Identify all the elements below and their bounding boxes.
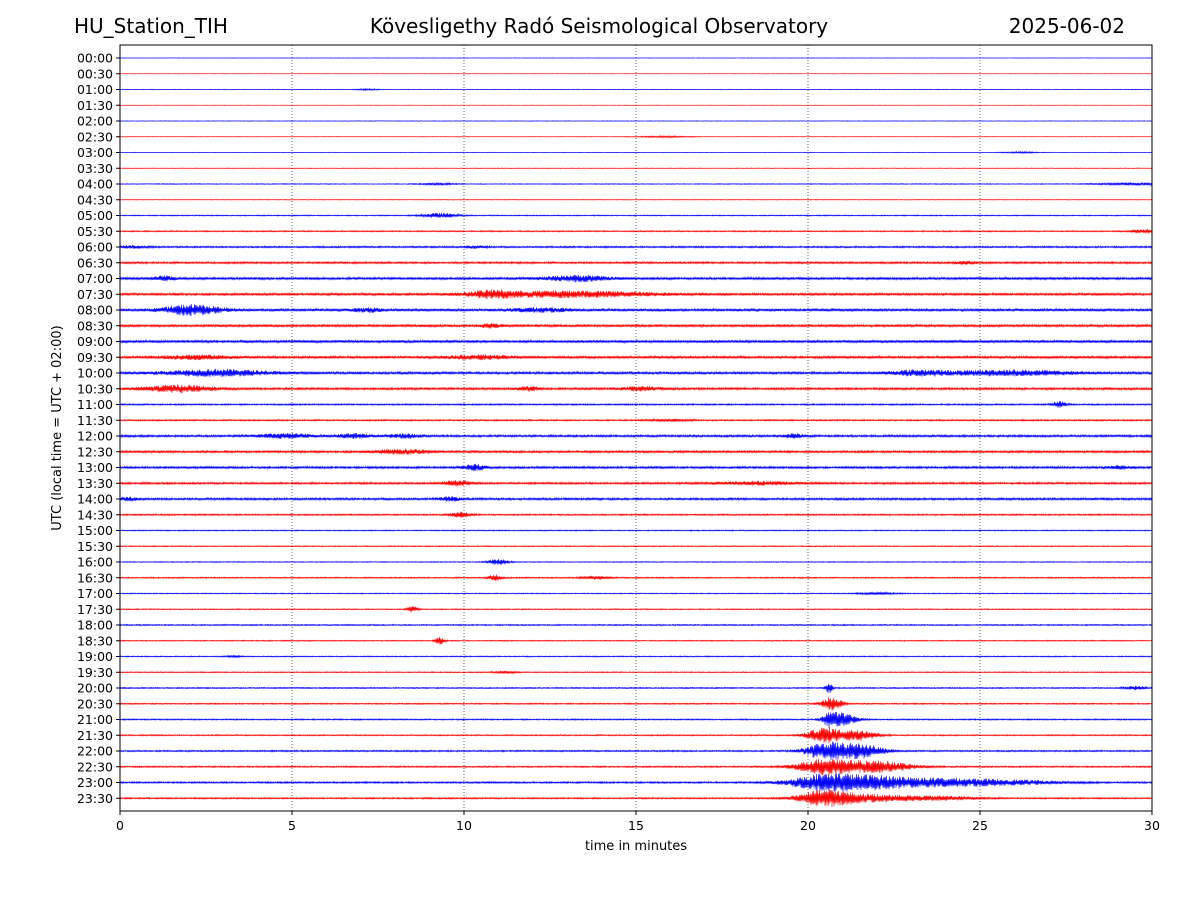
station-name: HU_Station_TIH <box>74 14 228 38</box>
trace-0100 <box>119 87 1153 92</box>
plot-frame <box>119 44 1153 812</box>
x-ticks: 0 5 10 15 20 25 30 <box>116 811 1160 833</box>
trace-1900 <box>119 654 1153 659</box>
y-tick-label: 20:30 <box>77 696 113 711</box>
trace-0500 <box>119 212 1153 218</box>
y-tick-label: 18:30 <box>77 633 113 648</box>
y-tick-label: 08:30 <box>77 318 113 333</box>
trace-0700 <box>119 274 1153 283</box>
y-tick-label: 10:30 <box>77 381 113 396</box>
y-tick-label: 06:30 <box>77 255 113 270</box>
y-tick-label: 16:00 <box>77 555 113 570</box>
trace-0230 <box>119 134 1153 139</box>
trace-0300 <box>119 150 1153 155</box>
y-tick-label: 12:30 <box>77 444 113 459</box>
x-tick-label: 15 <box>628 818 644 833</box>
y-tick-label: 03:30 <box>77 161 113 176</box>
trace-2030 <box>119 697 1153 711</box>
y-tick-label: 22:30 <box>77 759 113 774</box>
y-tick-label: 19:30 <box>77 665 113 680</box>
y-tick-labels: 00:0000:3001:0001:3002:0002:3003:0003:30… <box>77 51 120 806</box>
trace-1400 <box>119 496 1153 502</box>
y-tick-label: 19:00 <box>77 649 113 664</box>
trace-0630 <box>119 260 1153 265</box>
trace-2200 <box>119 741 1153 761</box>
trace-1030 <box>119 384 1153 394</box>
y-tick-label: 21:00 <box>77 712 113 727</box>
y-tick-label: 05:00 <box>77 208 113 223</box>
y-tick-label: 11:30 <box>77 413 113 428</box>
y-tick-label: 17:00 <box>77 586 113 601</box>
y-tick-label: 17:30 <box>77 602 113 617</box>
trace-0200 <box>119 120 1153 122</box>
y-tick-label: 14:00 <box>77 492 113 507</box>
trace-1200 <box>119 432 1153 440</box>
trace-1000 <box>119 368 1153 378</box>
y-tick-label: 01:00 <box>77 82 113 97</box>
y-tick-label: 23:30 <box>77 791 113 806</box>
y-tick-label: 23:00 <box>77 775 113 790</box>
trace-1700 <box>119 591 1153 596</box>
trace-1600 <box>119 558 1153 566</box>
y-tick-label: 07:00 <box>77 271 113 286</box>
y-tick-label: 10:00 <box>77 366 113 381</box>
x-tick-label: 0 <box>116 818 124 833</box>
y-tick-label: 18:00 <box>77 618 113 633</box>
y-tick-label: 06:00 <box>77 240 113 255</box>
chart-date: 2025-06-02 <box>1008 14 1125 38</box>
x-tick-label: 25 <box>972 818 988 833</box>
trace-0830 <box>119 322 1153 329</box>
y-tick-label: 01:30 <box>77 98 113 113</box>
trace-1500 <box>119 529 1153 532</box>
x-axis-title: time in minutes <box>585 839 687 854</box>
trace-1300 <box>119 463 1153 472</box>
trace-0600 <box>119 244 1153 250</box>
trace-0000 <box>119 57 1153 59</box>
y-tick-label: 09:00 <box>77 334 113 349</box>
trace-0800 <box>119 304 1153 317</box>
y-tick-label: 15:30 <box>77 539 113 554</box>
trace-1830 <box>119 636 1153 645</box>
y-tick-label: 02:00 <box>77 114 113 129</box>
y-tick-label: 14:30 <box>77 507 113 522</box>
y-tick-label: 00:30 <box>77 66 113 81</box>
x-tick-label: 20 <box>800 818 816 833</box>
y-tick-label: 13:30 <box>77 476 113 491</box>
trace-2000 <box>119 683 1153 694</box>
trace-1230 <box>119 448 1153 455</box>
x-tick-label: 5 <box>288 818 296 833</box>
chart-title: Kövesligethy Radó Seismological Observat… <box>369 14 829 38</box>
y-tick-label: 02:30 <box>77 129 113 144</box>
trace-0430 <box>119 198 1153 201</box>
y-tick-label: 11:00 <box>77 397 113 412</box>
y-tick-label: 22:00 <box>77 744 113 759</box>
y-tick-label: 04:30 <box>77 192 113 207</box>
y-tick-label: 09:30 <box>77 350 113 365</box>
y-tick-label: 12:00 <box>77 429 113 444</box>
y-tick-label: 05:30 <box>77 224 113 239</box>
y-tick-label: 00:00 <box>77 51 113 66</box>
trace-0400 <box>119 181 1153 187</box>
y-tick-label: 07:30 <box>77 287 113 302</box>
y-tick-label: 13:00 <box>77 460 113 475</box>
trace-1630 <box>119 574 1153 581</box>
grid-lines <box>291 45 981 811</box>
y-tick-label: 03:00 <box>77 145 113 160</box>
y-tick-label: 04:00 <box>77 177 113 192</box>
y-tick-label: 16:30 <box>77 570 113 585</box>
trace-1800 <box>119 623 1153 627</box>
trace-2230 <box>119 758 1153 776</box>
y-tick-label: 20:00 <box>77 681 113 696</box>
x-tick-label: 30 <box>1144 818 1160 833</box>
y-tick-label: 08:00 <box>77 303 113 318</box>
x-tick-label: 10 <box>456 818 472 833</box>
y-tick-label: 21:30 <box>77 728 113 743</box>
trace-1430 <box>119 511 1153 518</box>
y-axis-title: UTC (local time = UTC + 02:00) <box>50 325 65 530</box>
trace-1330 <box>119 480 1153 487</box>
y-tick-label: 15:00 <box>77 523 113 538</box>
